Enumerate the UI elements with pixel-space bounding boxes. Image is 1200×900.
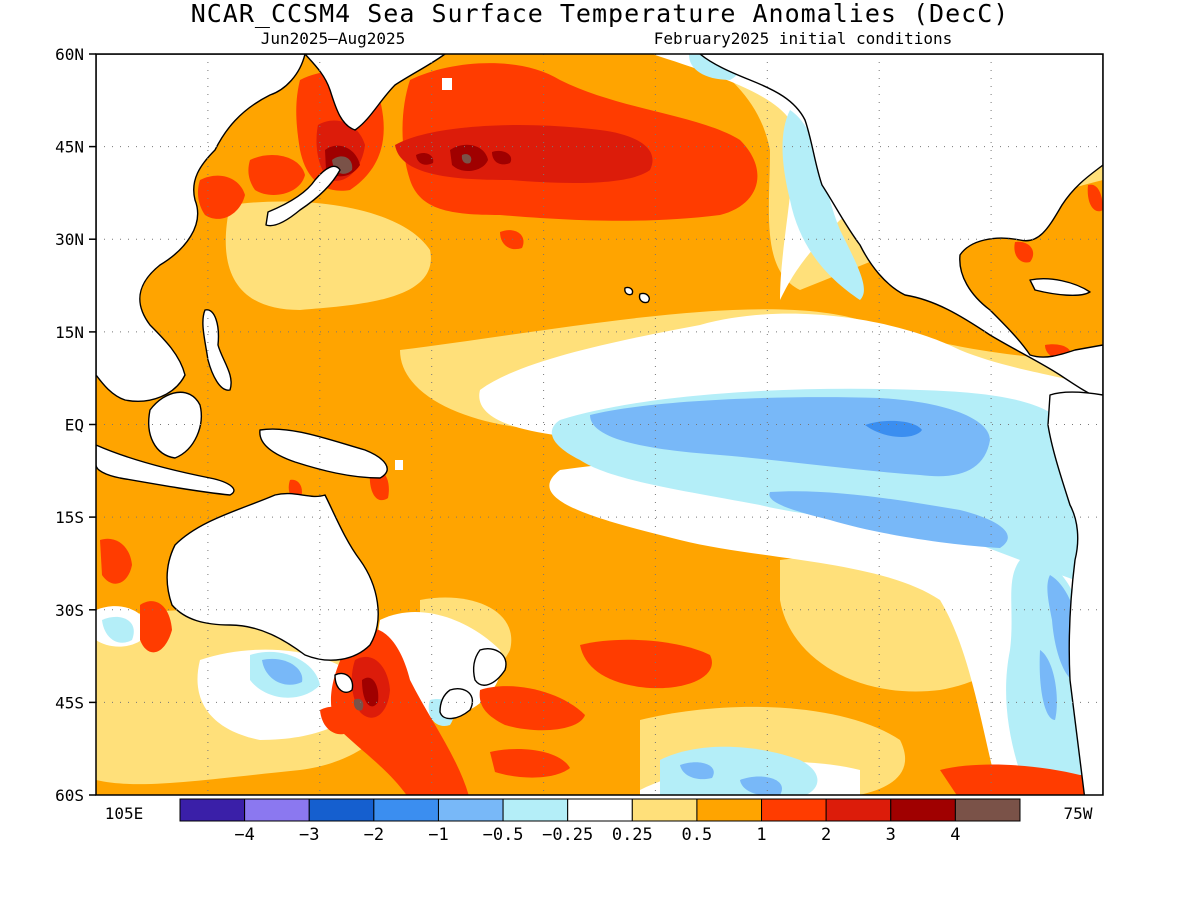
missing-data-cells	[395, 78, 452, 470]
colorbar-label: −0.25	[542, 825, 593, 845]
lat-label-60s: 60S	[55, 786, 84, 805]
lat-label-eq: EQ	[65, 416, 84, 435]
colorbar-labels: −4 −3 −2 −1 −0.5 −0.25 0.25 0.5 1 2 3 4	[234, 825, 960, 845]
lon-label-west: 105E	[105, 804, 144, 823]
colorbar-swatch	[954, 798, 1021, 822]
colorbar-label: 2	[821, 825, 831, 845]
lat-label-60n: 60N	[55, 45, 84, 64]
lon-label-east: 75W	[1064, 804, 1093, 823]
colorbar-swatch	[179, 798, 246, 822]
colorbar-label: 0.5	[682, 825, 713, 845]
colorbar-swatch	[567, 798, 633, 822]
land-philippines	[202, 309, 232, 391]
colorbar-swatch	[373, 798, 439, 822]
colorbar-label: −3	[299, 825, 319, 845]
colorbar-swatch	[502, 798, 569, 822]
landmasses	[96, 54, 1103, 795]
lat-label-30s: 30S	[55, 601, 84, 620]
colorbar-swatch	[244, 798, 310, 822]
map-period: Jun2025–Aug2025	[261, 29, 406, 48]
colorbar-label: 4	[950, 825, 960, 845]
map-initial-conditions: February2025 initial conditions	[654, 29, 953, 48]
colorbar-label: 1	[756, 825, 766, 845]
colorbar-swatch	[890, 798, 956, 822]
land-new-guinea	[259, 428, 388, 479]
cool-anomaly-strong	[865, 420, 922, 437]
land-north-america	[699, 54, 1103, 401]
lat-axis	[89, 53, 96, 796]
colorbar-swatch	[761, 798, 827, 822]
colorbar-label: −1	[428, 825, 448, 845]
colorbar-swatch	[308, 798, 375, 822]
colorbar-swatch	[696, 798, 763, 822]
land-cuba	[1029, 278, 1091, 297]
land-new-zealand	[439, 648, 507, 720]
colorbar-label: −4	[234, 825, 254, 845]
land-indonesia	[96, 444, 235, 496]
colorbar-label: −2	[364, 825, 384, 845]
lat-label-45s: 45S	[55, 693, 84, 712]
lat-label-30n: 30N	[55, 230, 84, 249]
colorbar-label: 0.25	[612, 825, 653, 845]
land-borneo	[148, 391, 202, 459]
land-japan	[265, 165, 341, 227]
land-kamchatka	[304, 54, 446, 131]
map-title: NCAR_CCSM4 Sea Surface Temperature Anoma…	[191, 0, 1010, 28]
lat-label-15s: 15S	[55, 508, 84, 527]
land-australia	[166, 492, 379, 661]
land-asia	[96, 54, 306, 402]
colorbar-swatch	[825, 798, 892, 822]
colorbar-swatch	[631, 798, 698, 822]
anomaly-field	[96, 54, 1103, 795]
lat-labels: 60N 45N 30N 15N EQ 15S 30S 45S 60S	[55, 45, 84, 805]
colorbar-label: −0.5	[483, 825, 524, 845]
land-south-america	[1047, 391, 1103, 795]
colorbar	[179, 798, 1021, 822]
colorbar-swatch	[437, 798, 504, 822]
land-hawaii	[624, 286, 650, 304]
lat-label-15n: 15N	[55, 323, 84, 342]
colorbar-label: 3	[886, 825, 896, 845]
lat-label-45n: 45N	[55, 138, 84, 157]
land-tasmania	[334, 672, 354, 693]
